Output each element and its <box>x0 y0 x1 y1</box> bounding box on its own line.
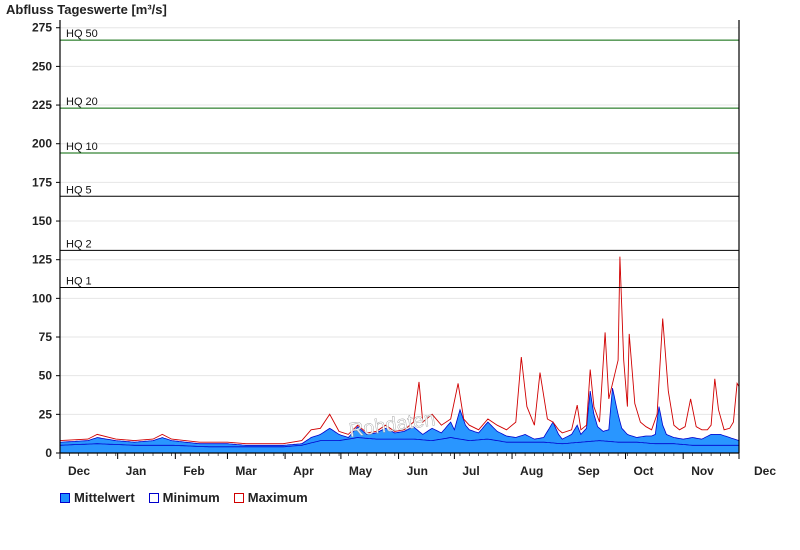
x-tick-label-jul: Jul <box>462 464 479 478</box>
x-tick-label-may: May <box>349 464 373 478</box>
threshold-label-hq20: HQ 20 <box>66 96 98 108</box>
x-tick-label-feb: Feb <box>183 464 204 478</box>
series-minimum-line <box>59 437 739 448</box>
y-tick-label: 250 <box>32 59 52 73</box>
legend: Mittelwert Minimum Maximum <box>60 490 308 505</box>
y-tick-label: 225 <box>32 98 52 112</box>
y-tick-label: 75 <box>39 330 53 344</box>
x-tick-label-apr: Apr <box>293 464 314 478</box>
x-tick-label-oct: Oct <box>634 464 654 478</box>
x-tick-label-dec: Dec <box>68 464 90 478</box>
x-tick-label-nov: Nov <box>691 464 714 478</box>
y-tick-label: 100 <box>32 291 52 305</box>
threshold-label-hq1: HQ 1 <box>66 276 92 288</box>
threshold-label-hq10: HQ 10 <box>66 141 98 153</box>
series-maximum-line <box>59 256 740 445</box>
legend-label-minimum: Minimum <box>162 490 220 505</box>
y-tick-label: 275 <box>32 21 52 35</box>
x-tick-label-aug: Aug <box>520 464 543 478</box>
chart-title: Abfluss Tageswerte [m³/s] <box>6 2 167 17</box>
legend-swatch-mittelwert <box>60 492 70 503</box>
y-tick-label: 0 <box>45 446 52 460</box>
legend-label-mittelwert: Mittelwert <box>74 490 135 505</box>
legend-swatch-maximum <box>233 492 244 503</box>
y-tick-label: 25 <box>39 407 53 421</box>
x-tick-label-jun: Jun <box>407 464 428 478</box>
legend-label-maximum: Maximum <box>247 490 308 505</box>
x-tick-label-jan: Jan <box>126 464 147 478</box>
x-tick-label-dec: Dec <box>754 464 776 478</box>
y-tick-label: 200 <box>32 137 52 151</box>
y-tick-label: 125 <box>32 253 52 267</box>
legend-item-maximum[interactable]: Maximum <box>233 490 308 505</box>
x-tick-label-mar: Mar <box>235 464 257 478</box>
threshold-label-hq50: HQ 50 <box>66 28 98 40</box>
series-mittelwert-area <box>59 388 740 454</box>
legend-item-mittelwert[interactable]: Mittelwert <box>60 490 135 505</box>
y-tick-label: 50 <box>39 369 53 383</box>
legend-swatch-minimum <box>148 492 159 503</box>
y-tick-label: 150 <box>32 214 52 228</box>
y-tick-label: 175 <box>32 175 52 189</box>
legend-item-minimum[interactable]: Minimum <box>148 490 220 505</box>
x-tick-label-sep: Sep <box>578 464 600 478</box>
threshold-label-hq2: HQ 2 <box>66 238 92 250</box>
threshold-label-hq5: HQ 5 <box>66 184 92 196</box>
